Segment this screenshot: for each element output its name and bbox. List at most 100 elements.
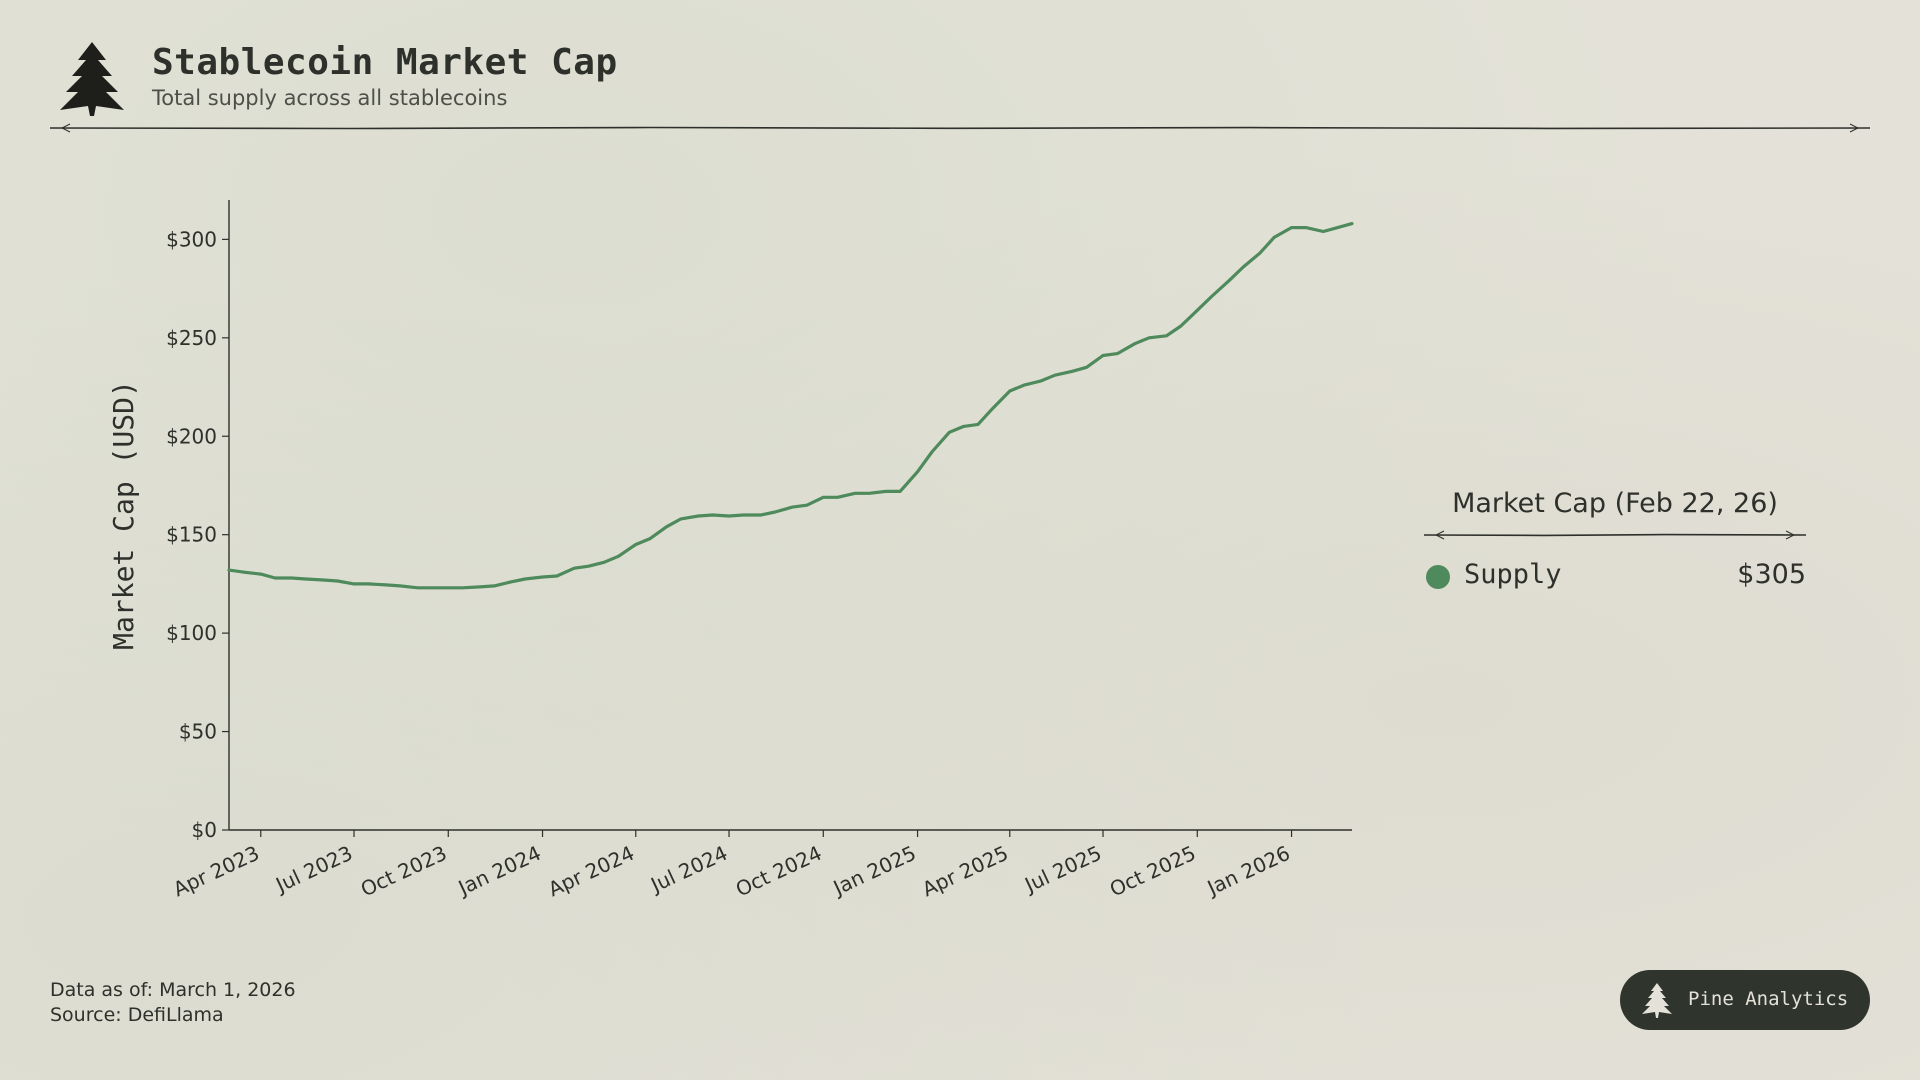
y-tick-label: $300 xyxy=(166,227,217,251)
data-point xyxy=(1322,230,1325,233)
data-point xyxy=(1350,222,1354,225)
data-point xyxy=(648,537,652,540)
source-text: Source: DefiLlama xyxy=(50,1004,224,1026)
data-point xyxy=(602,561,606,564)
data-point xyxy=(227,568,231,572)
data-point xyxy=(962,425,965,428)
data-point xyxy=(742,513,745,517)
data-point xyxy=(541,575,544,579)
data-point xyxy=(555,574,559,578)
data-point xyxy=(1272,236,1276,239)
header: Stablecoin Market Cap Total supply acros… xyxy=(50,38,1870,133)
data-point xyxy=(1242,265,1245,269)
data-point xyxy=(242,570,245,574)
data-point xyxy=(773,510,777,514)
data-point xyxy=(727,514,731,518)
data-point xyxy=(1336,226,1339,229)
data-point xyxy=(1227,279,1231,282)
data-point xyxy=(367,582,370,586)
y-tick-label: $0 xyxy=(192,818,217,842)
x-tick-label: Apr 2023 xyxy=(169,841,262,902)
brand-badge: Pine Analytics xyxy=(1620,970,1870,1030)
data-point xyxy=(259,572,262,576)
legend-series-name: Supply xyxy=(1464,559,1562,590)
data-point xyxy=(617,555,620,558)
data-point xyxy=(523,577,527,581)
x-tick-label: Oct 2023 xyxy=(357,841,450,902)
x-tick-label: Jan 2024 xyxy=(453,841,545,901)
data-point xyxy=(665,525,668,529)
data-point xyxy=(1071,370,1074,373)
x-tick-label: Jul 2024 xyxy=(645,841,731,898)
data-point xyxy=(447,586,450,590)
data-point xyxy=(322,578,325,582)
x-tick-label: Jul 2023 xyxy=(270,841,356,898)
data-point xyxy=(822,496,825,499)
data-point xyxy=(1133,342,1136,345)
data-point xyxy=(930,450,934,454)
data-point xyxy=(478,585,482,589)
data-point xyxy=(1179,324,1183,328)
header-divider xyxy=(50,123,1870,133)
legend-divider xyxy=(1424,530,1806,540)
data-point xyxy=(697,514,700,518)
data-point xyxy=(759,513,762,517)
data-point xyxy=(916,470,919,473)
series-line-supply xyxy=(227,222,1354,590)
page-title: Stablecoin Market Cap xyxy=(152,42,618,83)
data-point xyxy=(1304,226,1308,229)
data-point xyxy=(1116,352,1119,355)
data-point xyxy=(1258,251,1261,255)
data-point xyxy=(461,586,464,590)
legend-series-value: $305 xyxy=(1737,559,1806,590)
data-point xyxy=(304,577,308,581)
data-point xyxy=(493,584,496,588)
page-subtitle: Total supply across all stablecoins xyxy=(152,86,508,110)
data-point xyxy=(1147,336,1151,340)
data-point xyxy=(1210,295,1213,298)
legend: Market Cap (Feb 22, 26) Supply $305 xyxy=(1424,488,1806,597)
data-point xyxy=(868,492,871,495)
data-point xyxy=(1290,226,1293,229)
y-tick-label: $50 xyxy=(179,720,217,744)
y-axis-label: Market Cap (USD) xyxy=(107,380,140,650)
data-point xyxy=(948,431,951,434)
y-tick-label: $150 xyxy=(166,523,217,547)
data-point xyxy=(273,576,277,580)
legend-item-supply: Supply $305 xyxy=(1424,557,1806,597)
data-point xyxy=(1165,334,1168,338)
data-point xyxy=(1039,379,1042,383)
x-tick-label: Jan 2026 xyxy=(1202,841,1294,901)
data-point xyxy=(634,543,637,546)
data-point xyxy=(587,564,590,568)
y-tick-label: $250 xyxy=(166,326,217,350)
data-point xyxy=(398,584,402,588)
data-point xyxy=(573,566,576,570)
data-point xyxy=(791,505,794,509)
x-tick-label: Jan 2025 xyxy=(828,841,920,901)
data-point xyxy=(884,490,887,493)
pine-tree-icon xyxy=(60,42,124,116)
data-point xyxy=(805,503,809,507)
data-point xyxy=(991,407,994,410)
x-tick-label: Apr 2024 xyxy=(544,841,637,902)
data-point xyxy=(1022,383,1026,387)
legend-marker xyxy=(1426,565,1450,589)
x-tick-label: Jul 2025 xyxy=(1019,841,1105,898)
x-tick-label: Oct 2024 xyxy=(732,841,825,902)
data-point xyxy=(416,586,419,590)
data-point xyxy=(679,517,683,521)
x-tick-label: Oct 2025 xyxy=(1106,841,1199,902)
brand-name: Pine Analytics xyxy=(1688,988,1849,1010)
data-point xyxy=(509,580,512,584)
data-point xyxy=(352,582,356,586)
legend-title: Market Cap (Feb 22, 26) xyxy=(1452,488,1778,519)
data-point xyxy=(711,513,714,517)
x-tick-label: Apr 2025 xyxy=(918,841,1011,902)
data-point xyxy=(836,496,839,499)
data-point xyxy=(853,492,857,495)
data-point xyxy=(976,423,980,426)
data-point xyxy=(290,576,293,580)
data-point xyxy=(336,579,339,583)
